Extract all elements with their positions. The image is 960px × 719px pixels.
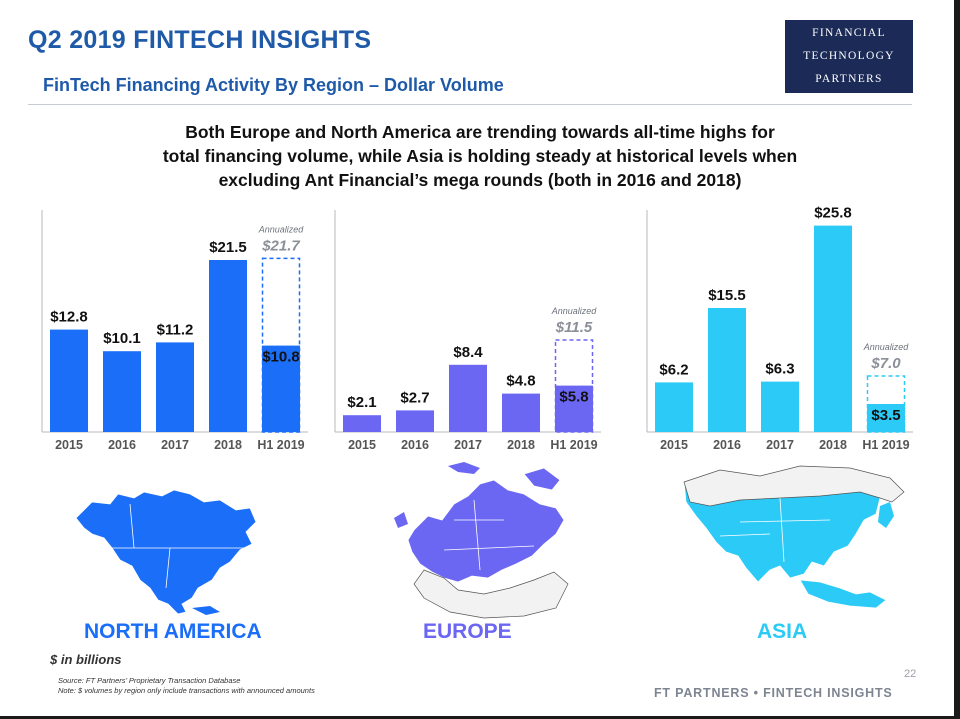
north-america-tick-label-2: 2017 — [161, 438, 189, 452]
europe-annualized-value: $11.5 — [555, 319, 593, 336]
asia-bar-h1-2019 — [867, 404, 905, 432]
page-subtitle: FinTech Financing Activity By Region – D… — [43, 75, 504, 95]
asia-value-label-4: $3.5 — [871, 407, 900, 424]
source-line: Source: FT Partners’ Proprietary Transac… — [58, 676, 241, 685]
note-line: Note: $ volumes by region only include t… — [58, 686, 315, 695]
europe-tick-label-3: 2018 — [507, 438, 535, 452]
page-title: Q2 2019 FINTECH INSIGHTS — [28, 26, 372, 54]
north-america-bar-h1-2019 — [262, 345, 300, 432]
asia-value-label-3: $25.8 — [814, 205, 852, 222]
logo-line-3: PARTNERS — [815, 73, 883, 85]
north-america-bar-2015 — [50, 329, 88, 432]
asia-value-label-2: $6.3 — [765, 361, 794, 378]
headline: Both Europe and North America are trendi… — [80, 120, 880, 192]
north-america-bar-2018 — [209, 260, 247, 432]
asia-bar-2015 — [655, 382, 693, 432]
europe-tick-label-1: 2016 — [401, 438, 429, 452]
europe-annualized-box — [554, 339, 594, 433]
europe-value-label-4: $5.8 — [559, 389, 588, 406]
europe-value-label-0: $2.1 — [347, 394, 376, 411]
europe-bar-2015 — [343, 415, 381, 432]
asia-value-label-1: $15.5 — [708, 287, 746, 304]
asia-label: ASIA — [757, 620, 808, 643]
units-note: $ in billions — [50, 652, 122, 667]
headline-line-1: Both Europe and North America are trendi… — [185, 122, 775, 142]
europe-bar-2016 — [396, 410, 434, 432]
headline-line-2: total financing volume, while Asia is ho… — [162, 146, 798, 166]
north-america-bar-2017 — [156, 342, 194, 432]
asia-tick-label-3: 2018 — [819, 438, 847, 452]
page-edge-right — [954, 0, 960, 719]
asia-annualized-box — [866, 375, 906, 433]
north-america-tick-label-3: 2018 — [214, 438, 242, 452]
asia-map — [683, 465, 905, 609]
headline-line-3: excluding Ant Financial’s mega rounds (b… — [218, 170, 742, 190]
footer-brand: FT PARTNERS • FINTECH INSIGHTS — [654, 686, 893, 700]
logo-line-2: TECHNOLOGY — [803, 50, 895, 62]
page-number: 22 — [904, 668, 917, 680]
europe-label: EUROPE — [423, 620, 512, 643]
europe-tick-label-0: 2015 — [348, 438, 376, 452]
europe-value-label-3: $4.8 — [506, 373, 535, 390]
north-america-value-label-3: $21.5 — [209, 239, 247, 256]
bar-charts: $12.8 2015 $10.1 2016 $11.2 2017 $21.5 2018 $10.… — [41, 205, 913, 452]
page-edge-bottom — [0, 716, 960, 719]
north-america-value-label-4: $10.8 — [262, 349, 300, 366]
asia-tick-label-0: 2015 — [660, 438, 688, 452]
europe-tick-label-4: H1 2019 — [550, 438, 597, 452]
north-america-map — [75, 489, 257, 615]
europe-annualized-label: Annualized — [551, 306, 598, 316]
source-note: Source: FT Partners’ Proprietary Transac… — [58, 676, 315, 696]
europe-value-label-1: $2.7 — [400, 389, 429, 406]
asia-bar-2016 — [708, 308, 746, 432]
north-america-tick-label-4: H1 2019 — [257, 438, 304, 452]
asia-tick-label-1: 2016 — [713, 438, 741, 452]
north-america-value-label-1: $10.1 — [103, 330, 141, 347]
europe-map — [394, 462, 569, 619]
north-america-tick-label-0: 2015 — [55, 438, 83, 452]
asia-bar-2018 — [814, 225, 852, 432]
asia-tick-label-4: H1 2019 — [862, 438, 909, 452]
europe-tick-label-2: 2017 — [454, 438, 482, 452]
asia-tick-label-2: 2017 — [766, 438, 794, 452]
north-america-value-label-2: $11.2 — [157, 321, 194, 338]
asia-annualized-label: Annualized — [863, 342, 910, 352]
north-america-tick-label-1: 2016 — [108, 438, 136, 452]
north-america-bar-2016 — [103, 351, 141, 432]
header-divider — [28, 104, 912, 105]
europe-bar-2018 — [502, 393, 540, 432]
asia-value-label-0: $6.2 — [659, 361, 688, 378]
europe-bar-h1-2019 — [555, 385, 593, 432]
asia-bar-2017 — [761, 381, 799, 432]
logo-line-1: FINANCIAL — [812, 27, 886, 39]
asia-annualized-value: $7.0 — [870, 355, 901, 372]
north-america-annualized-value: $21.7 — [261, 237, 300, 254]
north-america-value-label-0: $12.8 — [50, 309, 88, 326]
north-america-label: NORTH AMERICA — [84, 620, 262, 643]
ft-partners-logo: FINANCIAL TECHNOLOGY PARTNERS — [785, 20, 913, 93]
north-america-annualized-label: Annualized — [258, 224, 305, 234]
europe-bar-2017 — [449, 364, 487, 432]
europe-value-label-2: $8.4 — [453, 344, 483, 361]
